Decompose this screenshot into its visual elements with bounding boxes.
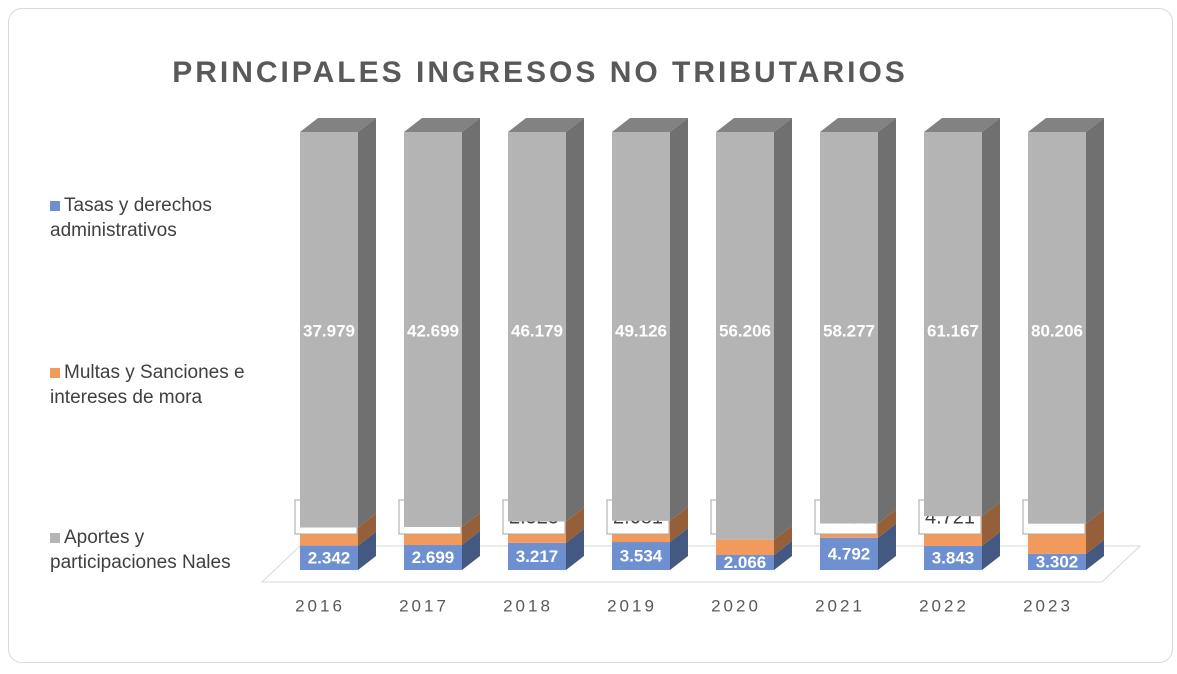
bar-top [508, 118, 584, 132]
data-label: 58.277 [823, 321, 875, 340]
bar-side [358, 118, 376, 528]
bar-side [982, 118, 1000, 517]
bar-side [462, 531, 480, 570]
legend-label: Aportes y participaciones Nales [50, 527, 231, 573]
bar-side [774, 541, 792, 570]
data-label: 46.179 [511, 321, 563, 340]
x-tick-label: 2022 [919, 596, 969, 615]
bar [716, 132, 774, 540]
data-label: 3.534 [620, 546, 663, 565]
bar-side [878, 118, 896, 524]
legend-item: Tasas y derechos administrativos [50, 193, 255, 243]
bar-top [716, 118, 792, 132]
bar-side [566, 528, 584, 570]
bar [300, 545, 358, 570]
bar-top [612, 118, 688, 132]
bar [924, 132, 982, 517]
x-tick-label: 2017 [399, 596, 449, 615]
bar-side [462, 512, 480, 546]
legend-label: Tasas y derechos administrativos [50, 195, 212, 241]
data-label: 49.126 [615, 321, 667, 340]
x-tick-label: 2019 [607, 596, 657, 615]
bar-side [982, 531, 1000, 570]
bar [924, 545, 982, 570]
bar-top [820, 118, 896, 132]
bar [404, 545, 462, 570]
data-label: 80.206 [1031, 321, 1083, 340]
bar [716, 539, 774, 556]
floor [260, 545, 1142, 583]
data-label: 4.792 [828, 544, 871, 563]
legend-swatch [50, 368, 60, 378]
data-label: 2.342 [308, 548, 351, 567]
bar-side [566, 118, 584, 522]
x-tick-label: 2021 [815, 596, 865, 615]
data-label: 3.217 [516, 547, 559, 566]
legend-swatch [50, 201, 60, 211]
data-label: 42.699 [407, 321, 459, 340]
legend-item: Multas y Sanciones e intereses de mora [50, 360, 255, 410]
bar-side [1086, 539, 1104, 570]
chart-title: PRINCIPALES INGRESOS NO TRIBUTARIOS [172, 56, 908, 89]
bar-side [358, 513, 376, 546]
bar [716, 555, 774, 570]
x-tick-label: 2016 [295, 596, 345, 615]
bar-side [982, 502, 1000, 546]
bar-top [300, 118, 376, 132]
bar-side [878, 509, 896, 538]
bar [612, 132, 670, 521]
bar-side [670, 528, 688, 570]
data-label: 37.979 [303, 321, 355, 340]
data-label: 3.302 [1036, 552, 1079, 571]
bar-side [774, 525, 792, 556]
bar [404, 132, 462, 527]
bar [612, 542, 670, 570]
bar [820, 537, 878, 570]
legend-label: Multas y Sanciones e intereses de mora [50, 362, 245, 408]
bar-side [1086, 118, 1104, 524]
bar [1028, 132, 1086, 524]
bar-side [566, 507, 584, 543]
data-label: 3.843 [932, 548, 975, 567]
data-label: 2.066 [724, 553, 767, 572]
data-label: 61.167 [927, 321, 979, 340]
bar-side [670, 506, 688, 543]
bar-side [462, 118, 480, 527]
bar-side [670, 118, 688, 521]
legend-swatch [50, 533, 60, 543]
data-label: 56.206 [719, 321, 771, 340]
bar [508, 132, 566, 522]
bar [1028, 553, 1086, 570]
bar-top [924, 118, 1000, 132]
bar-side [878, 523, 896, 570]
bar-top [404, 118, 480, 132]
x-tick-label: 2020 [711, 596, 761, 615]
bar [820, 132, 878, 524]
x-tick-label: 2023 [1023, 596, 1073, 615]
bar [508, 542, 566, 570]
chart-frame [8, 8, 1173, 663]
legend-item: Aportes y participaciones Nales [50, 525, 255, 575]
data-label: 2.699 [412, 548, 455, 567]
x-tick-label: 2018 [503, 596, 553, 615]
bar [300, 132, 358, 528]
bar-side [358, 531, 376, 570]
bar-side [1086, 509, 1104, 554]
bar-top [1028, 118, 1104, 132]
bar-side [774, 118, 792, 540]
